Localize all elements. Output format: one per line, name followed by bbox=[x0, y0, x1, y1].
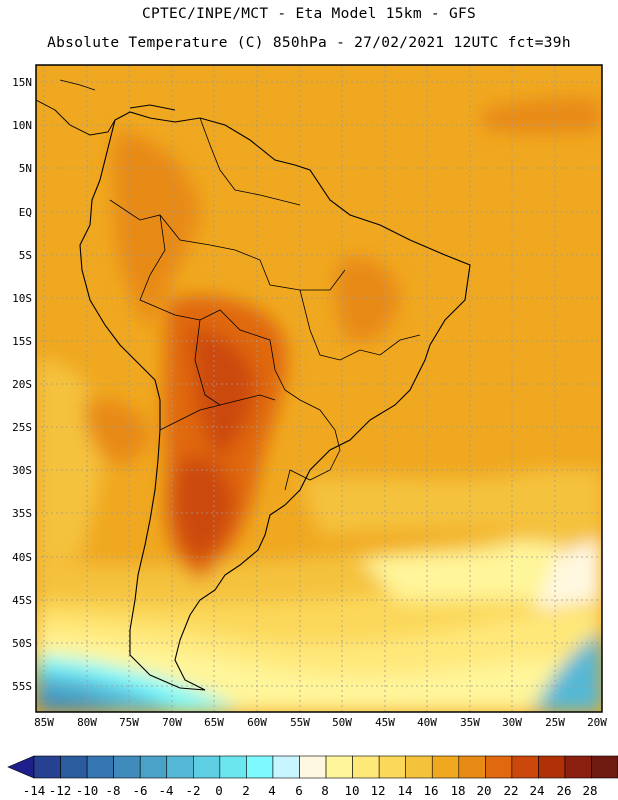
colorbar-label: -4 bbox=[158, 783, 174, 798]
lat-label: 35S bbox=[12, 507, 32, 520]
colorbar-swatch bbox=[246, 755, 274, 779]
colorbar-swatch bbox=[458, 755, 486, 779]
lat-label: 30S bbox=[12, 464, 32, 477]
lat-label: 5S bbox=[18, 249, 32, 262]
lon-label: 35W bbox=[460, 716, 480, 729]
colorbar-label: -14 bbox=[22, 783, 46, 798]
colorbar-label: 22 bbox=[503, 783, 519, 798]
lat-label: 20S bbox=[12, 378, 32, 391]
colorbar-swatch bbox=[431, 755, 460, 779]
lon-label: 60W bbox=[247, 716, 267, 729]
colorbar-swatch bbox=[378, 755, 406, 779]
colorbar-swatch bbox=[511, 755, 539, 779]
lat-label: 55S bbox=[12, 680, 32, 693]
lat-label: 15N bbox=[12, 76, 32, 89]
country-borders bbox=[109, 117, 421, 491]
colorbar-swatch bbox=[219, 755, 247, 779]
colorbar-swatch bbox=[86, 755, 114, 779]
colorbar-label: 20 bbox=[476, 783, 492, 798]
colorbar-swatch bbox=[485, 755, 513, 779]
colorbar-label: 26 bbox=[556, 783, 572, 798]
colorbar-swatch bbox=[113, 755, 141, 779]
colorbar-label: 18 bbox=[450, 783, 466, 798]
colorbar-label: -10 bbox=[75, 783, 99, 798]
lon-label: 30W bbox=[502, 716, 522, 729]
colorbar-label: -6 bbox=[132, 783, 148, 798]
colorbar-swatch bbox=[405, 755, 433, 779]
colorbar-label: 8 bbox=[321, 783, 329, 798]
map-frame bbox=[35, 64, 603, 713]
colorbar-label: 10 bbox=[344, 783, 360, 798]
colorbar-label: 14 bbox=[397, 783, 413, 798]
graticule bbox=[36, 65, 602, 712]
colorbar-swatch bbox=[166, 755, 194, 779]
lon-label: 40W bbox=[417, 716, 437, 729]
lon-label: 55W bbox=[290, 716, 310, 729]
colorbar-label: -2 bbox=[185, 783, 201, 798]
colorbar-label: -8 bbox=[105, 783, 121, 798]
lat-label: 25S bbox=[12, 421, 32, 434]
temperature-field bbox=[36, 65, 602, 712]
colorbar-swatch bbox=[591, 755, 618, 779]
lat-label: 50S bbox=[12, 637, 32, 650]
lon-label: 85W bbox=[34, 716, 54, 729]
lon-label: 65W bbox=[204, 716, 224, 729]
colorbar-label: 2 bbox=[242, 783, 250, 798]
colorbar-swatch bbox=[139, 755, 168, 779]
lat-label: 15S bbox=[12, 335, 32, 348]
lat-label: EQ bbox=[18, 206, 32, 219]
colorbar-swatch bbox=[193, 755, 221, 779]
lon-label: 50W bbox=[332, 716, 352, 729]
lon-label: 45W bbox=[375, 716, 395, 729]
colorbar-swatch bbox=[538, 755, 566, 779]
colorbar-swatch bbox=[33, 755, 61, 779]
colorbar-swatch bbox=[299, 755, 327, 779]
colorbar-swatch bbox=[325, 755, 353, 779]
colorbar bbox=[7, 755, 618, 779]
colorbar-swatch bbox=[60, 755, 88, 779]
map-title: CPTEC/INPE/MCT - Eta Model 15km - GFS bbox=[141, 6, 477, 22]
lon-label: 20W bbox=[587, 716, 607, 729]
lat-label: 10N bbox=[12, 119, 32, 132]
lat-label: 10S bbox=[12, 292, 32, 305]
colorbar-label: 6 bbox=[295, 783, 303, 798]
colorbar-swatch bbox=[352, 755, 380, 779]
colorbar-label: -12 bbox=[48, 783, 72, 798]
colorbar-label: 28 bbox=[582, 783, 598, 798]
lon-label: 80W bbox=[77, 716, 97, 729]
colorbar-swatch bbox=[272, 755, 300, 779]
colorbar-label: 12 bbox=[370, 783, 386, 798]
colorbar-label: 4 bbox=[268, 783, 276, 798]
lon-label: 70W bbox=[162, 716, 182, 729]
colorbar-label: 0 bbox=[215, 783, 223, 798]
lat-label: 40S bbox=[12, 551, 32, 564]
colorbar-label: 16 bbox=[423, 783, 439, 798]
colorbar-low-arrow bbox=[7, 755, 35, 779]
colorbar-swatch bbox=[564, 755, 592, 779]
map-subtitle: Absolute Temperature (C) 850hPa - 27/02/… bbox=[47, 35, 571, 51]
lat-label: 45S bbox=[12, 594, 32, 607]
lat-label: 5N bbox=[18, 162, 32, 175]
lon-label: 25W bbox=[545, 716, 565, 729]
colorbar-label: 24 bbox=[529, 783, 545, 798]
lon-label: 75W bbox=[119, 716, 139, 729]
continent-outline bbox=[79, 111, 471, 691]
